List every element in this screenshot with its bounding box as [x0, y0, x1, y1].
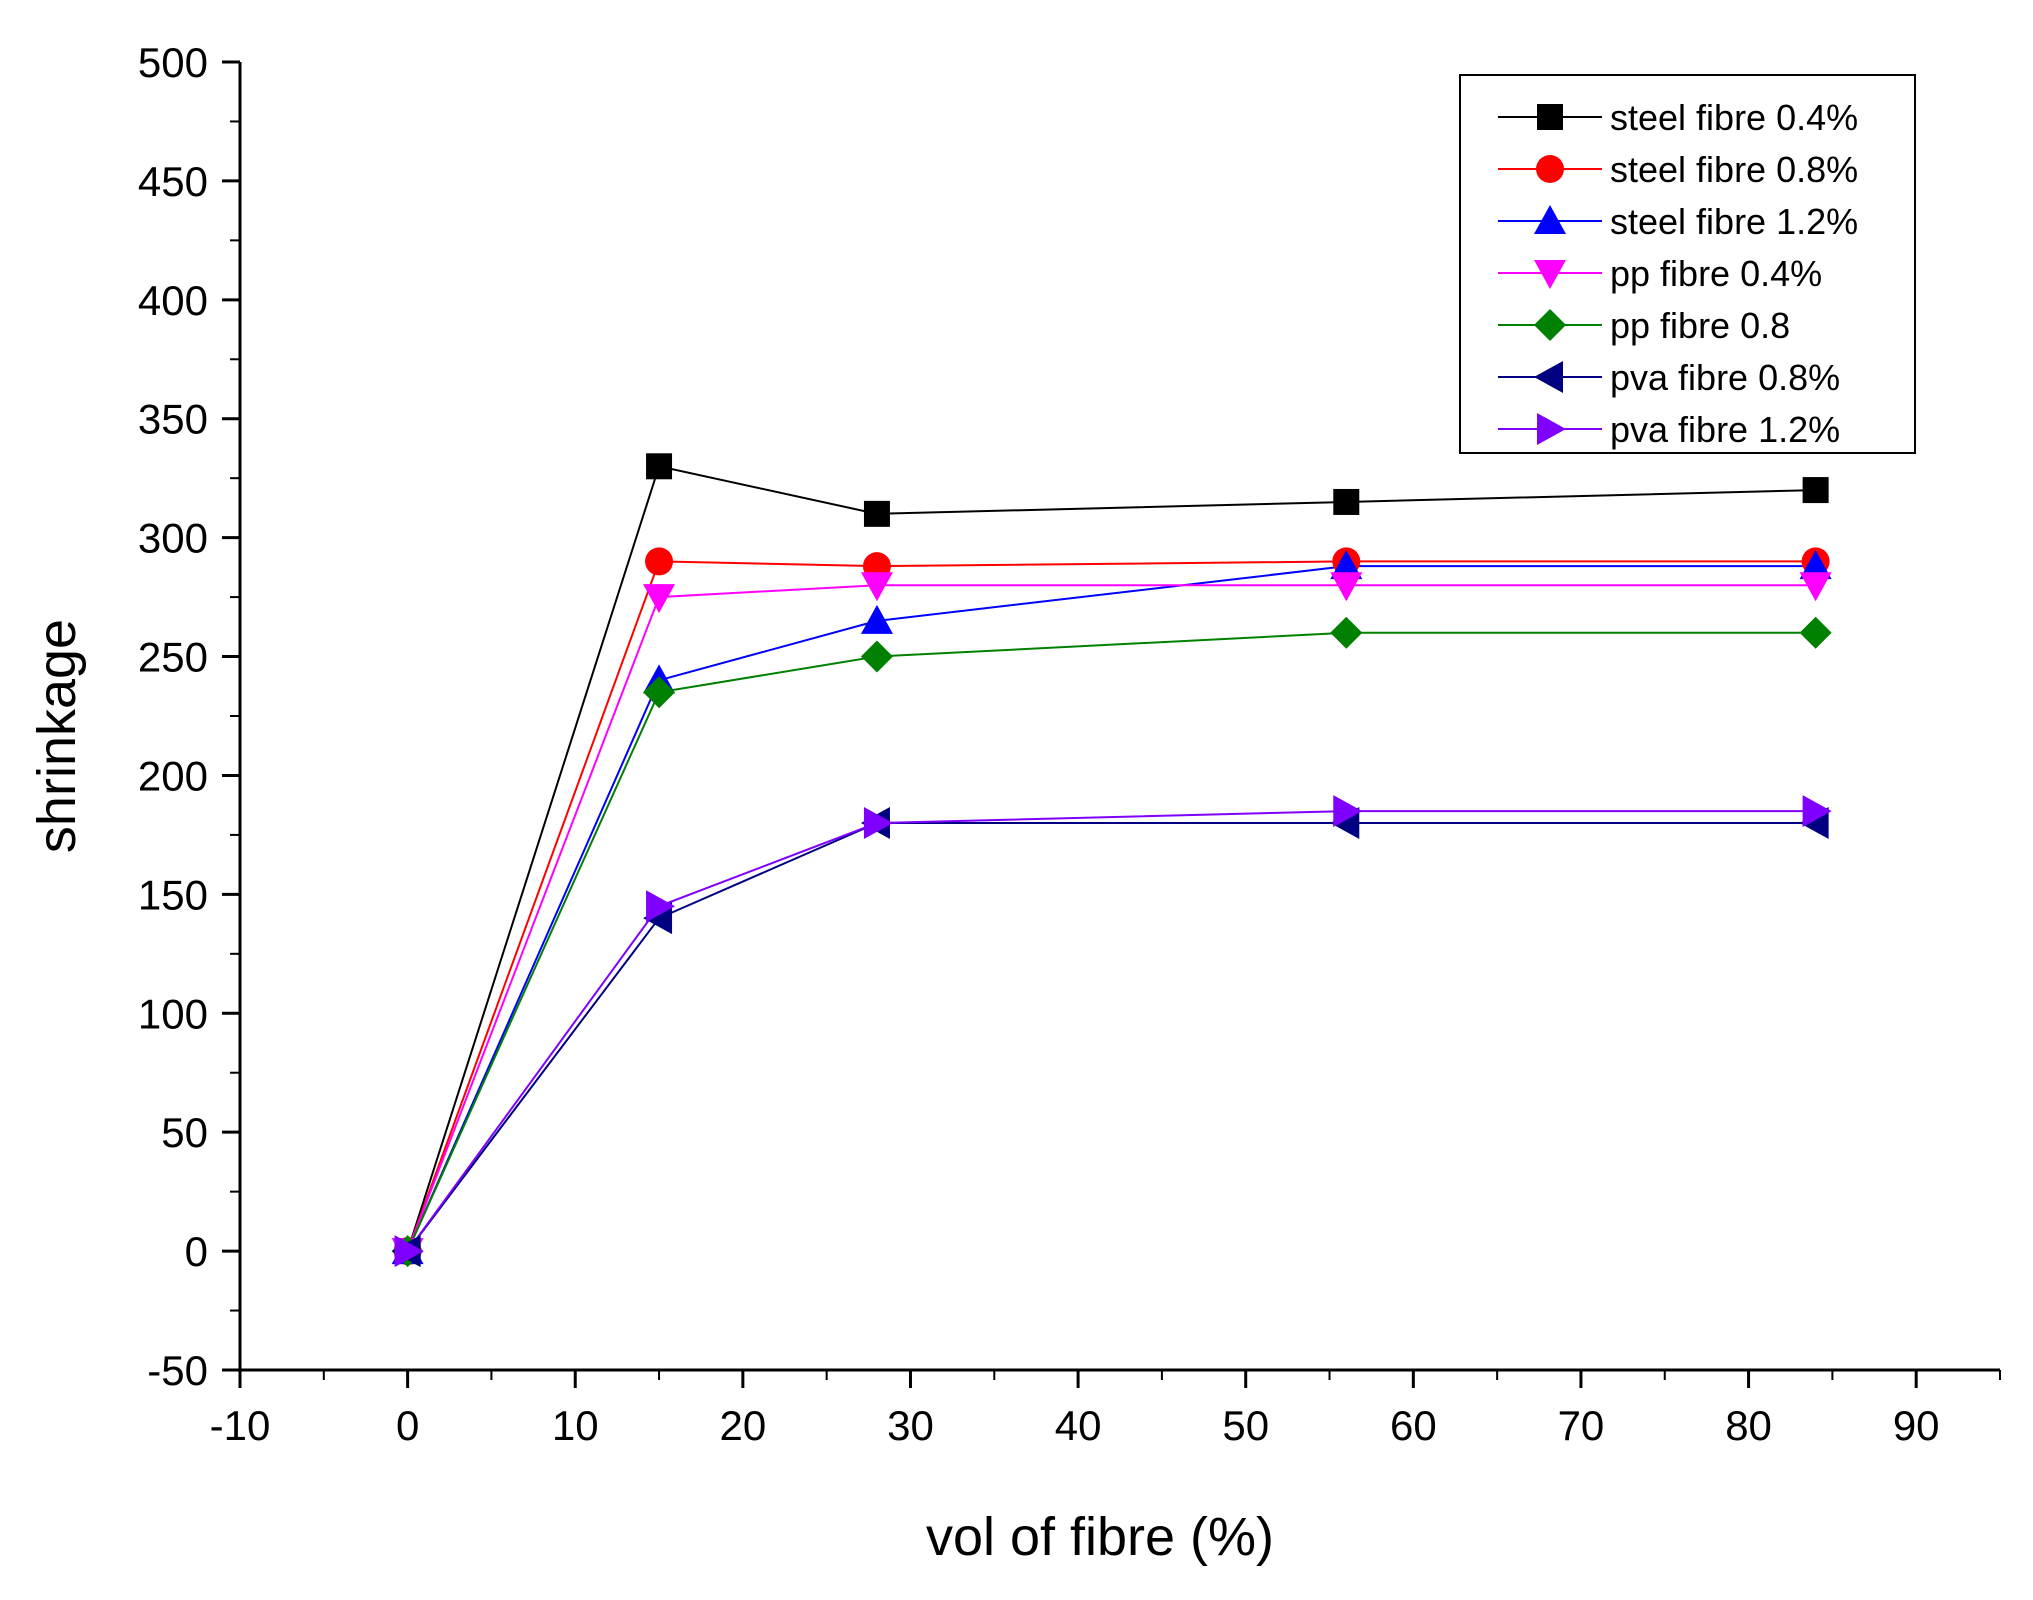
y-tick-label: 50: [161, 1109, 208, 1156]
series-line-4: [406, 584, 1816, 1252]
legend-item: steel fibre 0.4%: [1498, 97, 1858, 138]
x-axis-ticks: -10 0 10 20 30 40 50 60 70 80 90: [210, 1370, 2001, 1449]
legend-label: pva fibre 0.8%: [1610, 357, 1840, 398]
legend: steel fibre 0.4% steel fibre 0.8% steel fi…: [1459, 74, 1916, 454]
data-point-series-7: [1333, 795, 1363, 828]
legend-marker: [1534, 260, 1566, 289]
legend-item: pva fibre 1.2%: [1498, 409, 1840, 450]
series-line-1: [406, 465, 1816, 1252]
legend-label: pp fibre 0.8: [1610, 305, 1790, 346]
legend-marker: [1537, 413, 1566, 445]
y-tick-label: 350: [138, 396, 208, 443]
data-point-series-1: [646, 453, 673, 480]
x-tick-label: 20: [719, 1402, 766, 1449]
data-point-series-1: [863, 500, 890, 527]
plot-area: -10 0 10 20 30 40 50 60 70 80 90 -50 0 50 100 150 200 25…: [138, 39, 2001, 1449]
data-point-series-3: [1330, 550, 1363, 580]
series-lines: [406, 465, 1816, 1252]
legend-box: [1459, 74, 1916, 454]
data-point-series-7: [394, 1235, 424, 1268]
y-tick-label: 500: [138, 39, 208, 86]
data-point-series-7: [1802, 795, 1832, 828]
x-tick-label: 60: [1390, 1402, 1437, 1449]
y-tick-label: 200: [138, 752, 208, 799]
legend-marker: [1537, 104, 1563, 130]
data-point-series-3: [1799, 550, 1832, 580]
data-point-series-3: [860, 604, 893, 634]
x-axis-title: vol of fibre (%): [926, 1507, 1274, 1567]
data-point-series-5: [860, 640, 893, 673]
y-tick-label: 300: [138, 515, 208, 562]
x-tick-label: 70: [1558, 1402, 1605, 1449]
legend-marker: [1534, 309, 1566, 341]
data-point-series-1: [1802, 477, 1829, 504]
legend-label: pva fibre 1.2%: [1610, 409, 1840, 450]
y-axis-title: shrinkage: [27, 619, 87, 853]
series-line-6: [406, 822, 1816, 1252]
x-tick-label: 40: [1055, 1402, 1102, 1449]
y-tick-label: 250: [138, 634, 208, 681]
data-point-series-5: [1330, 616, 1363, 649]
legend-label: steel fibre 0.4%: [1610, 97, 1858, 138]
x-tick-label: 80: [1725, 1402, 1772, 1449]
legend-label: steel fibre 0.8%: [1610, 149, 1858, 190]
x-tick-label: 0: [396, 1402, 419, 1449]
y-tick-label: 150: [138, 871, 208, 918]
data-point-series-4: [860, 572, 893, 602]
series-line-2: [406, 560, 1816, 1252]
series-markers: [391, 453, 1832, 1268]
legend-label: pp fibre 0.4%: [1610, 253, 1822, 294]
data-point-series-7: [863, 807, 893, 840]
y-tick-label: 0: [185, 1228, 208, 1275]
data-point-series-4: [1799, 572, 1832, 602]
data-point-series-7: [646, 890, 676, 923]
data-point-series-5: [1799, 616, 1832, 649]
legend-item: pp fibre 0.4%: [1498, 253, 1822, 294]
legend-item: steel fibre 0.8%: [1498, 149, 1858, 190]
legend-item: pva fibre 0.8%: [1498, 357, 1840, 398]
x-tick-label: 50: [1222, 1402, 1269, 1449]
legend-marker: [1534, 205, 1566, 234]
legend-marker: [1536, 155, 1564, 183]
data-point-series-1: [1333, 488, 1360, 515]
data-point-series-5: [643, 676, 676, 709]
legend-item: pp fibre 0.8: [1498, 305, 1790, 346]
x-tick-label: 30: [887, 1402, 934, 1449]
data-point-series-4: [1330, 572, 1363, 602]
legend-label: steel fibre 1.2%: [1610, 201, 1858, 242]
series-line-5: [406, 631, 1816, 1252]
data-point-series-4: [643, 584, 676, 614]
legend-items: steel fibre 0.4% steel fibre 0.8% steel fi…: [1498, 97, 1858, 450]
x-tick-label: -10: [210, 1402, 271, 1449]
y-axis-ticks: -50 0 50 100 150 200 250 300 350 400 450 500: [138, 39, 240, 1394]
x-tick-label: 90: [1893, 1402, 1940, 1449]
y-tick-label: -50: [147, 1347, 208, 1394]
data-point-series-2: [645, 547, 674, 576]
legend-item: steel fibre 1.2%: [1498, 201, 1858, 242]
x-tick-label: 10: [552, 1402, 599, 1449]
y-tick-label: 400: [138, 277, 208, 324]
series-line-7: [406, 810, 1816, 1252]
y-tick-label: 450: [138, 158, 208, 205]
y-tick-label: 100: [138, 990, 208, 1037]
legend-marker: [1534, 361, 1563, 393]
